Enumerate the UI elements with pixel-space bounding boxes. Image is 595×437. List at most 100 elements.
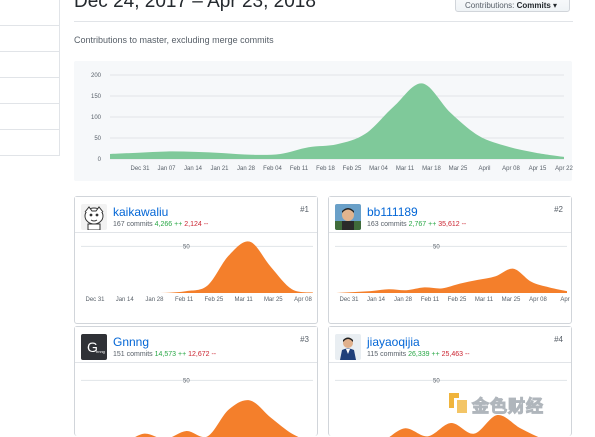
deletions: 25,463 -- bbox=[441, 351, 470, 358]
x-tick-label: Feb 25 bbox=[205, 297, 224, 303]
dropdown-prefix: Contributions: bbox=[465, 1, 517, 10]
y-tick-label: 0 bbox=[98, 157, 102, 163]
contributions-dropdown[interactable]: Contributions: Commits ▾ bbox=[455, 0, 570, 12]
commit-count: 115 commits bbox=[367, 351, 407, 358]
deletions: 2,124 -- bbox=[184, 221, 209, 228]
y-tick-label: 100 bbox=[91, 115, 102, 121]
contributor-chart: 50 Dec 31 Jan 14 Jan 28 Feb 11 Feb 25 Mar 11 Ma… bbox=[81, 241, 313, 303]
x-tick-label: Mar 11 bbox=[475, 297, 494, 303]
card-header: bb111189 163 commits 2,767 ++ 35,612 -- … bbox=[329, 197, 571, 233]
nav-row[interactable] bbox=[0, 52, 60, 78]
contributor-card: bb111189 163 commits 2,767 ++ 35,612 -- … bbox=[328, 196, 572, 324]
additions: 26,339 ++ bbox=[408, 351, 440, 358]
y-tick-label: 50 bbox=[433, 244, 440, 250]
x-tick-label: Dec 31 bbox=[339, 297, 359, 303]
main-chart-svg: 0 50 100 150 200 Dec 31 Jan 07 Jan 14 Jan 21 Jan … bbox=[91, 73, 574, 172]
x-tick-label: Mar 25 bbox=[502, 297, 521, 303]
watermark-text: 金色财经 bbox=[472, 397, 544, 417]
deletions: 12,672 -- bbox=[188, 351, 217, 358]
area-series bbox=[81, 241, 313, 294]
x-tick-label: Feb 04 bbox=[263, 166, 282, 172]
y-tick-label: 200 bbox=[91, 73, 102, 79]
contributor-stats: 115 commits 26,339 ++ 25,463 -- bbox=[367, 351, 470, 358]
x-tick-label: Jan 28 bbox=[237, 166, 256, 172]
x-tick-label: Apr 15 bbox=[529, 166, 547, 172]
x-tick-label: Feb 25 bbox=[448, 297, 467, 303]
x-tick-label: Mar 11 bbox=[396, 166, 415, 172]
y-tick-label: 50 bbox=[183, 378, 190, 384]
left-nav bbox=[0, 0, 60, 175]
svg-text:nnng: nnng bbox=[96, 349, 105, 354]
contributor-card: jiayaoqijia 115 commits 26,339 ++ 25,463… bbox=[328, 326, 572, 437]
contributor-card: kaikawaliu 167 commits 4,266 ++ 2,124 --… bbox=[74, 196, 318, 324]
x-tick-label: Jan 28 bbox=[145, 297, 164, 303]
commit-count: 163 commits bbox=[367, 221, 407, 228]
avatar-image: G nnng bbox=[81, 334, 107, 360]
x-tick-label: Apr 22 bbox=[555, 166, 573, 172]
x-tick-label: Feb 11 bbox=[421, 297, 440, 303]
main-commit-chart[interactable]: 0 50 100 150 200 Dec 31 Jan 07 Jan 14 Jan 21 Jan … bbox=[74, 61, 574, 181]
contributor-chart: 50 bbox=[335, 378, 567, 437]
avatar-image bbox=[335, 334, 361, 360]
contributor-chart: 50 Dec 31 Jan 14 Jan 28 Feb 11 Feb 25 Mar 11 Ma… bbox=[335, 244, 570, 303]
contributor-name[interactable]: bb111189 bbox=[367, 205, 418, 219]
x-tick-label: April bbox=[478, 166, 490, 172]
x-tick-label: Apr 08 bbox=[529, 297, 547, 303]
contributor-name[interactable]: Gnnng bbox=[113, 335, 150, 349]
x-tick-label: Mar 25 bbox=[264, 297, 283, 303]
x-tick-label: Mar 25 bbox=[449, 166, 468, 172]
x-tick-label: Dec 31 bbox=[130, 166, 150, 172]
x-tick-label: Feb 11 bbox=[175, 297, 194, 303]
x-tick-label: Jan 14 bbox=[116, 297, 135, 303]
x-tick-label: Mar 11 bbox=[234, 297, 253, 303]
x-tick-label: Feb 18 bbox=[316, 166, 335, 172]
letter-g-avatar[interactable]: G nnng bbox=[81, 334, 107, 360]
x-tick-label: Jan 14 bbox=[184, 166, 203, 172]
area-series bbox=[110, 83, 564, 159]
commit-count: 167 commits bbox=[113, 221, 153, 228]
x-tick-label: Jan 21 bbox=[210, 166, 229, 172]
contributor-stats: 151 commits 14,573 ++ 12,672 -- bbox=[113, 351, 216, 358]
nav-row[interactable] bbox=[0, 104, 60, 130]
area-series bbox=[135, 400, 299, 437]
nav-row[interactable] bbox=[0, 130, 60, 156]
deletions: 35,612 -- bbox=[438, 221, 467, 228]
y-tick-label: 50 bbox=[94, 136, 101, 142]
dropdown-value: Commits ▾ bbox=[516, 1, 558, 10]
x-tick-label: Mar 18 bbox=[422, 166, 441, 172]
avatar-image bbox=[335, 204, 361, 230]
x-tick-label: Jan 28 bbox=[394, 297, 413, 303]
y-tick-label: 50 bbox=[433, 378, 440, 384]
cartoon-avatar[interactable] bbox=[81, 204, 107, 230]
contributor-chart: 50 bbox=[81, 378, 313, 437]
contributor-name[interactable]: kaikawaliu bbox=[113, 205, 169, 219]
photo-avatar[interactable] bbox=[335, 334, 361, 360]
nav-row[interactable] bbox=[0, 78, 60, 104]
x-tick-label: Apr 08 bbox=[294, 297, 312, 303]
x-tick-label: Feb 11 bbox=[290, 166, 309, 172]
card-header: jiayaoqijia 115 commits 26,339 ++ 25,463… bbox=[329, 327, 571, 363]
card-header: G nnng Gnnng 151 commits 14,573 ++ 12,67… bbox=[75, 327, 317, 363]
x-tick-label: Apr 08 bbox=[502, 166, 520, 172]
contributor-card: G nnng Gnnng 151 commits 14,573 ++ 12,67… bbox=[74, 326, 318, 437]
watermark: 金色财经 bbox=[446, 390, 595, 420]
y-tick-label: 50 bbox=[183, 244, 190, 250]
svg-text:G: G bbox=[87, 339, 98, 355]
nav-row[interactable] bbox=[0, 26, 60, 52]
photo-avatar[interactable] bbox=[335, 204, 361, 230]
watermark-logo-icon bbox=[449, 393, 467, 413]
contributor-stats: 167 commits 4,266 ++ 2,124 -- bbox=[113, 221, 208, 228]
page-title: Dec 24, 2017 – Apr 23, 2018 bbox=[74, 0, 316, 12]
additions: 14,573 ++ bbox=[154, 351, 187, 358]
commit-count: 151 commits bbox=[113, 351, 153, 358]
x-tick-label: Jan 07 bbox=[157, 166, 176, 172]
additions: 4,266 ++ bbox=[154, 221, 183, 228]
rank-badge: #1 bbox=[300, 205, 309, 214]
contributor-stats: 163 commits 2,767 ++ 35,612 -- bbox=[367, 221, 466, 228]
area-series bbox=[335, 268, 567, 293]
subtitle: Contributions to master, excluding merge… bbox=[74, 35, 274, 45]
nav-row[interactable] bbox=[0, 0, 60, 26]
avatar-image bbox=[81, 204, 107, 230]
x-tick-label: Mar 04 bbox=[369, 166, 388, 172]
contributor-name[interactable]: jiayaoqijia bbox=[367, 335, 420, 349]
